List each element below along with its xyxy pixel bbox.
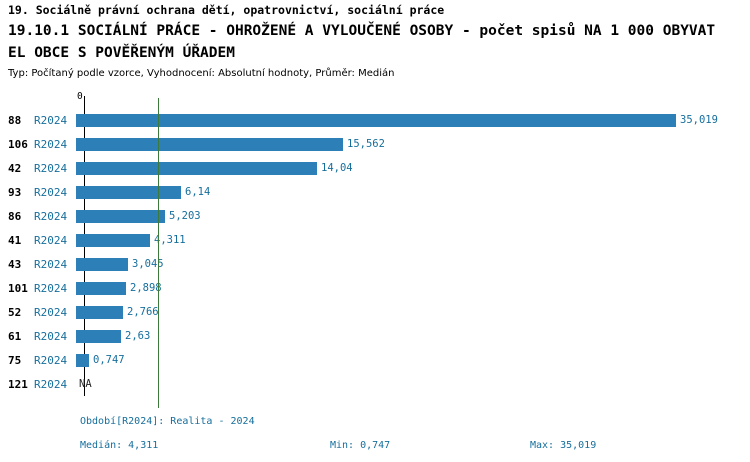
row-id-label: 42: [8, 161, 22, 175]
row-period-label: R2024: [34, 353, 68, 367]
row-period-label: R2024: [34, 281, 68, 295]
bar[interactable]: [76, 329, 121, 343]
bar[interactable]: [76, 113, 676, 127]
row-period-label: R2024: [34, 161, 68, 175]
bar-value-label: 35,019: [680, 114, 718, 126]
footer-min-label: Min: 0,747: [330, 440, 391, 451]
footer-period-label: Období[R2024]: Realita - 2024: [80, 416, 255, 427]
bar-row: 121 R2024 NA: [0, 372, 750, 396]
bar[interactable]: [76, 233, 150, 247]
row-period-label: R2024: [34, 257, 68, 271]
row-period-label: R2024: [34, 329, 68, 343]
bar-track: 2,766: [76, 305, 750, 319]
row-id-label: 101: [8, 281, 28, 295]
row-id-label: 88: [8, 113, 22, 127]
bar-row: 88 R2024 35,019: [0, 108, 750, 132]
bar-value-label: 6,14: [185, 186, 211, 198]
row-id-label: 41: [8, 233, 22, 247]
bar-track: 35,019: [76, 113, 750, 127]
bar-track: 15,562: [76, 137, 750, 151]
bar-track: 5,203: [76, 209, 750, 223]
bar-value-label: 14,04: [321, 162, 353, 174]
row-period-label: R2024: [34, 233, 68, 247]
bar[interactable]: [76, 281, 126, 295]
bar-row: 101 R2024 2,898: [0, 276, 750, 300]
row-period-label: R2024: [34, 185, 68, 199]
bar-row: 75 R2024 0,747: [0, 348, 750, 372]
bar[interactable]: [76, 185, 181, 199]
bar-track: 14,04: [76, 161, 750, 175]
bar-row: 93 R2024 6,14: [0, 180, 750, 204]
row-period-label: R2024: [34, 137, 68, 151]
row-id-label: 121: [8, 377, 28, 391]
bar-track: NA: [76, 378, 750, 390]
section-title: 19. Sociálně právní ochrana dětí, opatro…: [8, 3, 445, 17]
bar-row: 41 R2024 4,311: [0, 228, 750, 252]
bar[interactable]: [76, 137, 343, 151]
bar[interactable]: [76, 257, 128, 271]
bar-track: 6,14: [76, 185, 750, 199]
chart-subtitle: Typ: Počítaný podle vzorce, Vyhodnocení:…: [8, 68, 395, 79]
bar-value-label: 4,311: [154, 234, 186, 246]
bar[interactable]: [76, 305, 123, 319]
bar-row: 42 R2024 14,04: [0, 156, 750, 180]
bar-value-label: 2,63: [125, 330, 151, 342]
bar-track: 2,63: [76, 329, 750, 343]
row-period-label: R2024: [34, 113, 68, 127]
row-id-label: 61: [8, 329, 22, 343]
x-axis-zero-label: 0: [77, 91, 83, 102]
bar-row: 52 R2024 2,766: [0, 300, 750, 324]
bar[interactable]: [76, 353, 89, 367]
footer-max-label: Max: 35,019: [530, 440, 597, 451]
bar-value-label: 3,045: [132, 258, 164, 270]
chart-title-line1: 19.10.1 SOCIÁLNÍ PRÁCE - OHROŽENÉ A VYLO…: [8, 23, 716, 39]
row-id-label: 86: [8, 209, 22, 223]
bar-row: 86 R2024 5,203: [0, 204, 750, 228]
bar-value-label: NA: [79, 378, 92, 390]
bar[interactable]: [76, 161, 317, 175]
row-id-label: 43: [8, 257, 22, 271]
median-line: [158, 98, 159, 408]
row-period-label: R2024: [34, 209, 68, 223]
plot-rows: 88 R2024 35,019 106 R2024 15,562 42 R202…: [0, 108, 750, 396]
row-id-label: 52: [8, 305, 22, 319]
bar-track: 3,045: [76, 257, 750, 271]
bar-row: 61 R2024 2,63: [0, 324, 750, 348]
bar-value-label: 2,898: [130, 282, 162, 294]
bar-track: 4,311: [76, 233, 750, 247]
bar-value-label: 5,203: [169, 210, 201, 222]
row-id-label: 93: [8, 185, 22, 199]
bar-track: 0,747: [76, 353, 750, 367]
row-id-label: 75: [8, 353, 22, 367]
row-period-label: R2024: [34, 305, 68, 319]
bar-value-label: 15,562: [347, 138, 385, 150]
bar-track: 2,898: [76, 281, 750, 295]
bar-row: 106 R2024 15,562: [0, 132, 750, 156]
bar-row: 43 R2024 3,045: [0, 252, 750, 276]
footer-median-label: Medián: 4,311: [80, 440, 159, 451]
bar-value-label: 0,747: [93, 354, 125, 366]
chart-title-line2: EL OBCE S POVĚŘENÝM ÚŘADEM: [8, 45, 235, 61]
bar[interactable]: [76, 209, 165, 223]
row-period-label: R2024: [34, 377, 68, 391]
row-id-label: 106: [8, 137, 28, 151]
bar-value-label: 2,766: [127, 306, 159, 318]
